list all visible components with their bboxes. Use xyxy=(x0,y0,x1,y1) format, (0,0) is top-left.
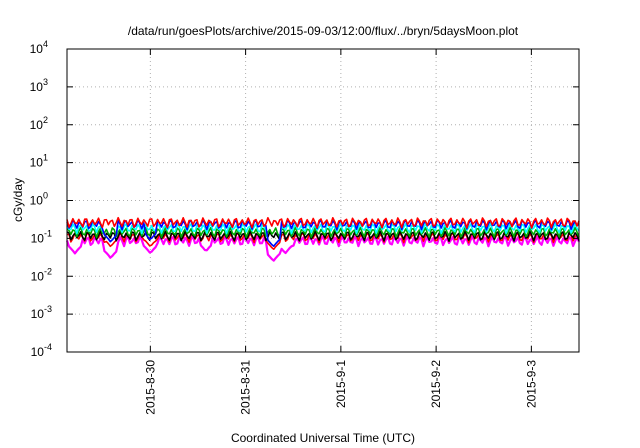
y-tick-exponent: -3 xyxy=(44,304,52,314)
y-axis-label: cGy/day xyxy=(11,178,25,222)
y-tick-exponent: 1 xyxy=(43,153,48,163)
y-tick-label: 101 xyxy=(30,153,48,170)
y-tick-exponent: -2 xyxy=(44,266,52,276)
y-tick-label: 102 xyxy=(30,115,48,132)
series-line xyxy=(66,219,580,247)
x-tick-label: 2015-9-3 xyxy=(524,360,538,408)
x-tick-label: 2015-9-2 xyxy=(429,360,443,408)
chart-title: /data/run/goesPlots/archive/2015-09-03/1… xyxy=(128,24,519,38)
series-group xyxy=(65,216,581,262)
y-tick-exponent: 4 xyxy=(43,39,48,49)
x-tick-label: 2015-8-31 xyxy=(239,360,253,415)
series-line xyxy=(66,216,580,229)
y-tick-label: 100 xyxy=(30,191,48,208)
x-tick-label: 2015-8-30 xyxy=(143,360,157,415)
y-tick-exponent: 2 xyxy=(43,115,48,125)
series-line xyxy=(66,226,580,239)
y-tick-exponent: 3 xyxy=(43,77,48,87)
y-tick-exponent: -1 xyxy=(44,228,52,238)
y-tick-label: 10-1 xyxy=(31,228,52,245)
x-axis: 2015-8-30 2015-8-31 2015-9-1 2015-9-2 2015-9… xyxy=(143,49,538,415)
y-tick-label: 10-2 xyxy=(31,266,52,283)
y-tick-exponent: -4 xyxy=(44,342,52,352)
x-tick-label: 2015-9-1 xyxy=(334,360,348,408)
y-tick-label: 103 xyxy=(30,77,48,94)
grid xyxy=(67,49,579,352)
y-tick-label: 10-4 xyxy=(31,342,52,359)
y-tick-exponent: 0 xyxy=(43,191,48,201)
x-axis-label: Coordinated Universal Time (UTC) xyxy=(231,431,415,445)
y-tick-label: 10-3 xyxy=(31,304,52,321)
series-line xyxy=(66,222,580,247)
y-tick-label: 104 xyxy=(30,39,48,56)
